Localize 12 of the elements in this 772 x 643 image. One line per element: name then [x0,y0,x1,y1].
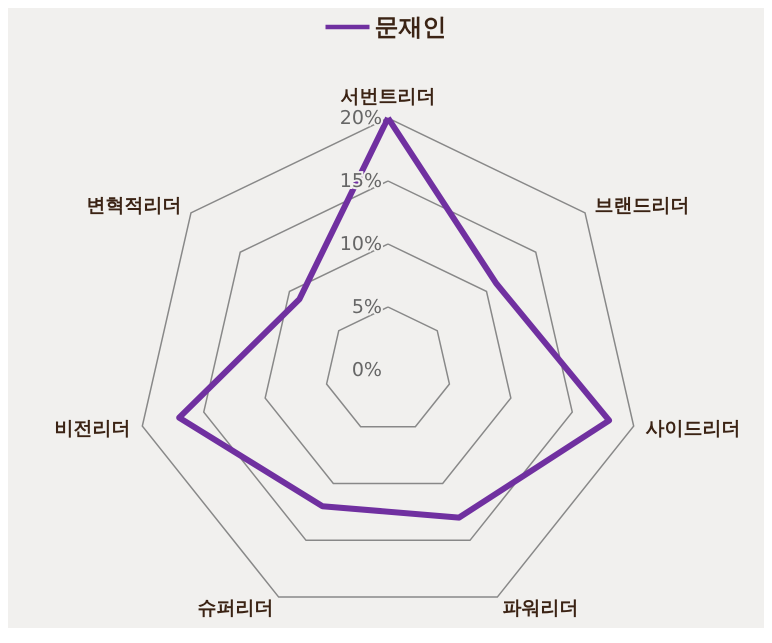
y-tick-label: 0% [352,359,382,381]
spoke-label: 변혁적리더 [86,194,182,216]
spoke-label: 사이드리더 [645,418,740,440]
legend-label: 문재인 [374,13,446,41]
spoke-label: 브랜드리더 [594,194,690,216]
spoke-label: 파워리더 [502,596,579,619]
y-tick-label: 5% [352,296,382,318]
y-tick-label: 10% [340,233,382,255]
spoke-label: 비전리더 [54,418,131,440]
y-tick-label: 20% [340,107,382,129]
spoke-label: 서번트리더 [340,86,436,108]
spoke-label: 슈퍼리더 [197,596,274,619]
